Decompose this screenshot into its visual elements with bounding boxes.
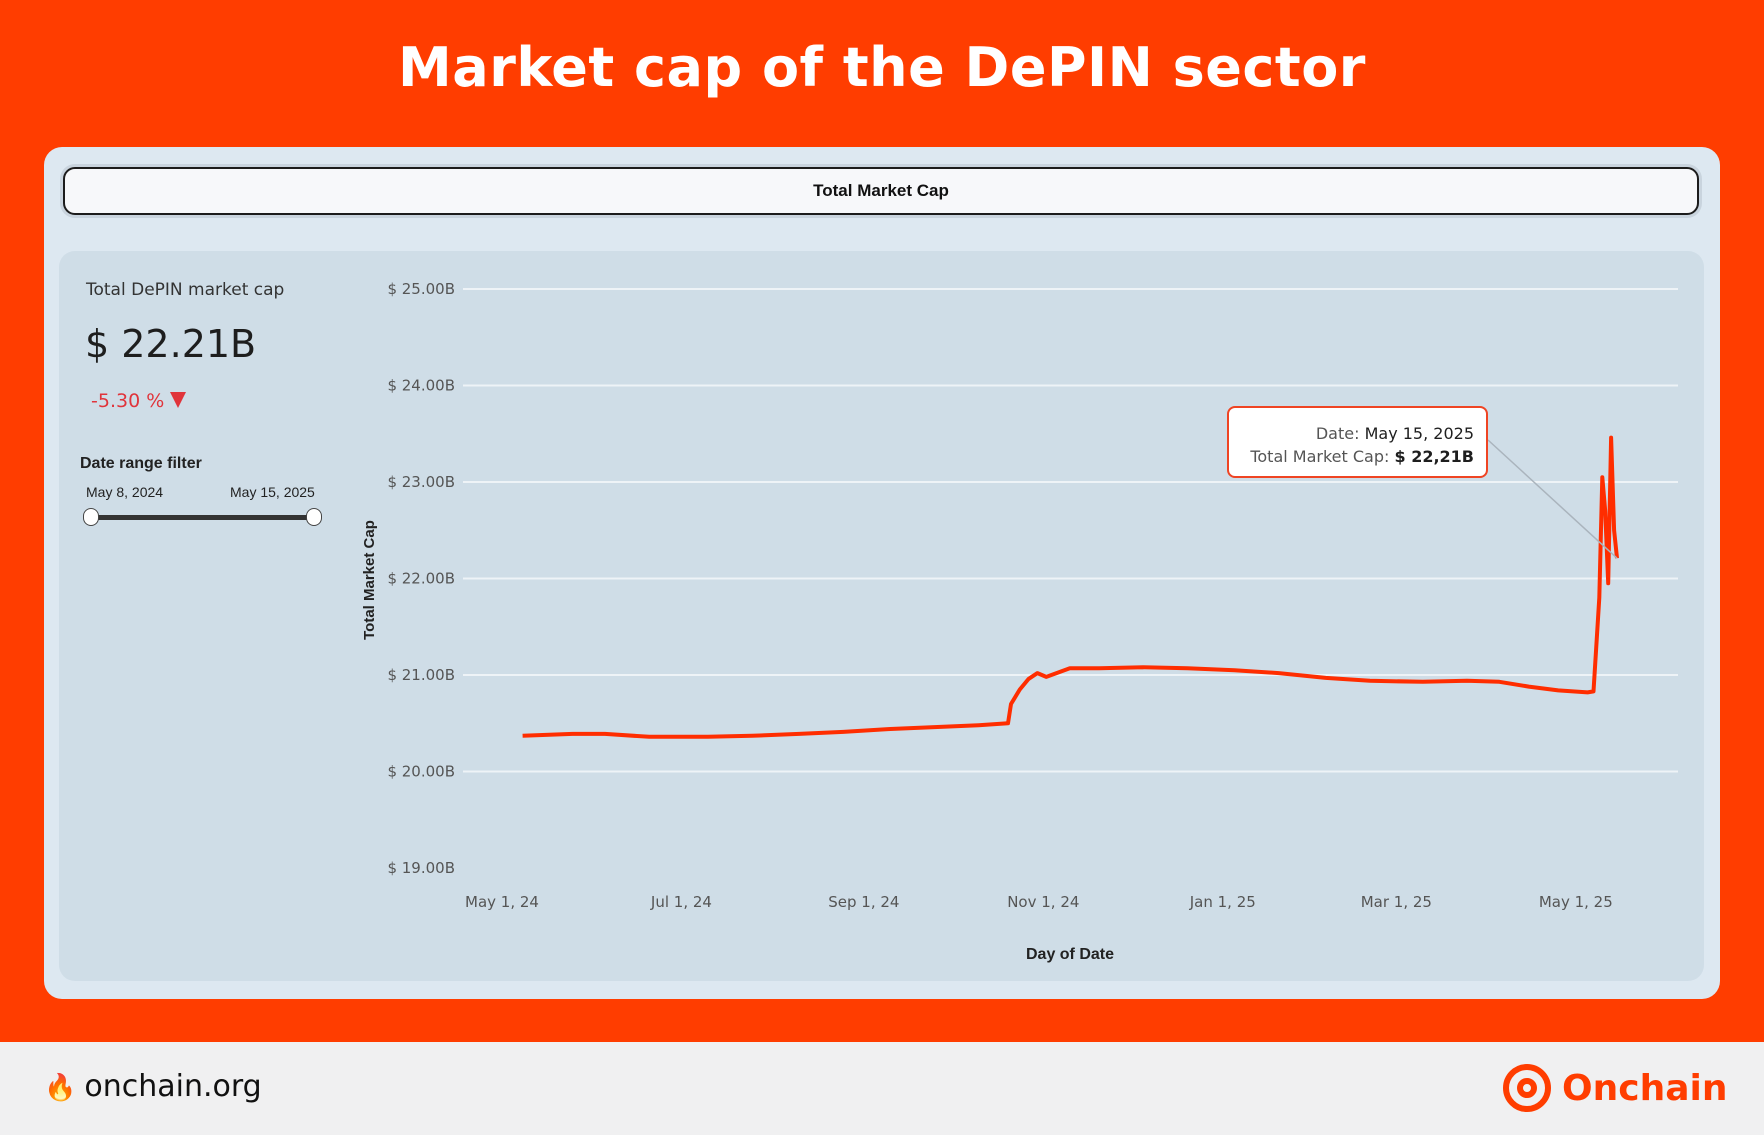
x-tick-label: Mar 1, 25 — [1361, 893, 1432, 911]
y-tick-label: $ 23.00B — [387, 473, 455, 491]
chart-panel — [59, 251, 1704, 981]
x-tick-label: Jul 1, 24 — [650, 893, 712, 911]
y-tick-label: $ 25.00B — [387, 280, 455, 298]
tooltip-connector — [1487, 439, 1618, 559]
tooltip-date-value: May 15, 2025 — [1364, 424, 1474, 443]
onchain-logo-icon — [1503, 1064, 1551, 1112]
site-link[interactable]: 🔥 onchain.org — [44, 1069, 262, 1104]
filter-start-date: May 8, 2024 — [86, 484, 164, 500]
kpi-label: Total DePIN market cap — [86, 280, 285, 300]
kpi-value: $ 22.21B — [85, 322, 257, 366]
date-range-slider-track[interactable] — [90, 515, 314, 520]
y-tick-label: $ 22.00B — [387, 570, 455, 588]
site-text: onchain.org — [84, 1069, 262, 1104]
tab-total-market-cap[interactable]: Total Market Cap — [63, 167, 1699, 215]
fire-icon: 🔥 — [44, 1073, 77, 1103]
tooltip-cap-value: $ 22,21B — [1394, 447, 1474, 466]
slider-start-handle[interactable] — [83, 508, 99, 526]
page-title: Market cap of the DePIN sector — [398, 36, 1366, 99]
tooltip-date-label: Date: — [1315, 424, 1360, 443]
x-tick-label: May 1, 25 — [1539, 893, 1613, 911]
y-tick-label: $ 20.00B — [387, 763, 455, 781]
footer-bar — [0, 1042, 1764, 1135]
x-tick-label: Sep 1, 24 — [828, 893, 899, 911]
y-tick-label: $ 19.00B — [387, 859, 455, 877]
y-axis-title: Total Market Cap — [361, 520, 378, 640]
x-axis-title: Day of Date — [1026, 946, 1114, 963]
x-tick-label: May 1, 24 — [465, 893, 539, 911]
down-triangle-icon — [170, 392, 187, 408]
tab-label: Total Market Cap — [813, 181, 949, 200]
y-tick-label: $ 21.00B — [387, 666, 455, 684]
brand-name: Onchain — [1562, 1067, 1728, 1109]
brand-logo: Onchain — [1498, 1062, 1727, 1114]
data-tooltip: Date: May 15, 2025 Total Market Cap: $ 2… — [1227, 406, 1488, 478]
x-tick-label: Jan 1, 25 — [1189, 893, 1256, 911]
tooltip-cap-label: Total Market Cap: — [1250, 447, 1390, 466]
filter-end-date: May 15, 2025 — [230, 484, 315, 500]
y-tick-label: $ 24.00B — [387, 377, 455, 395]
kpi-change-value: -5.30 % — [91, 390, 165, 412]
kpi-change: -5.30 % — [91, 390, 187, 412]
date-range-filter-title: Date range filter — [80, 455, 202, 472]
slider-end-handle[interactable] — [306, 508, 322, 526]
series-line-market-cap — [522, 435, 1619, 739]
x-tick-label: Nov 1, 24 — [1007, 893, 1079, 911]
